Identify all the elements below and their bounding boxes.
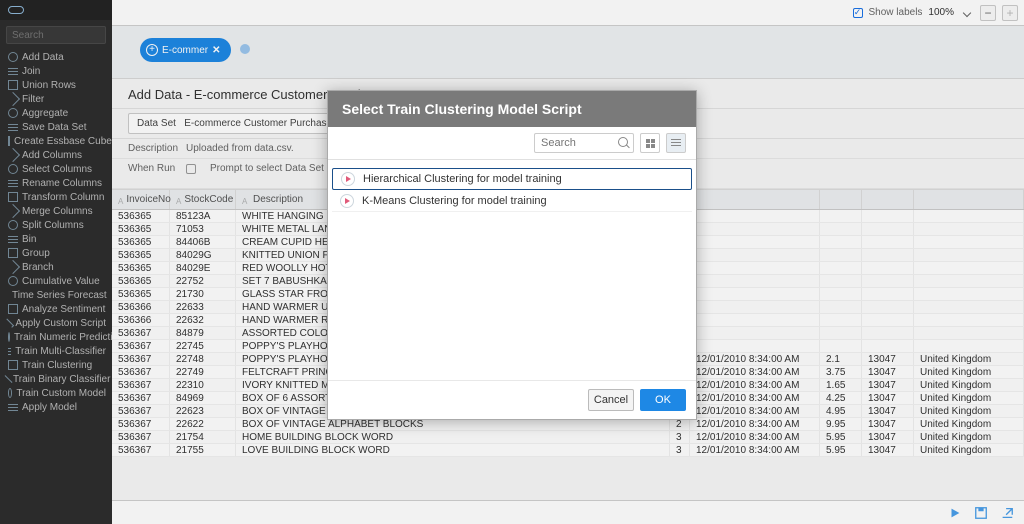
play-icon xyxy=(341,172,355,186)
script-option-label: K-Means Clustering for model training xyxy=(362,195,547,207)
search-icon xyxy=(618,137,630,149)
script-option[interactable]: Hierarchical Clustering for model traini… xyxy=(332,168,692,190)
play-icon xyxy=(340,194,354,208)
ok-button[interactable]: OK xyxy=(640,389,686,411)
view-grid-button[interactable] xyxy=(640,133,660,153)
script-option[interactable]: K-Means Clustering for model training xyxy=(332,190,692,212)
cancel-button[interactable]: Cancel xyxy=(588,389,634,411)
modal-backdrop: Select Train Clustering Model Script Hie… xyxy=(0,0,1024,524)
modal-title: Select Train Clustering Model Script xyxy=(328,91,696,127)
modal: Select Train Clustering Model Script Hie… xyxy=(327,90,697,420)
view-list-button[interactable] xyxy=(666,133,686,153)
script-option-label: Hierarchical Clustering for model traini… xyxy=(363,173,562,185)
